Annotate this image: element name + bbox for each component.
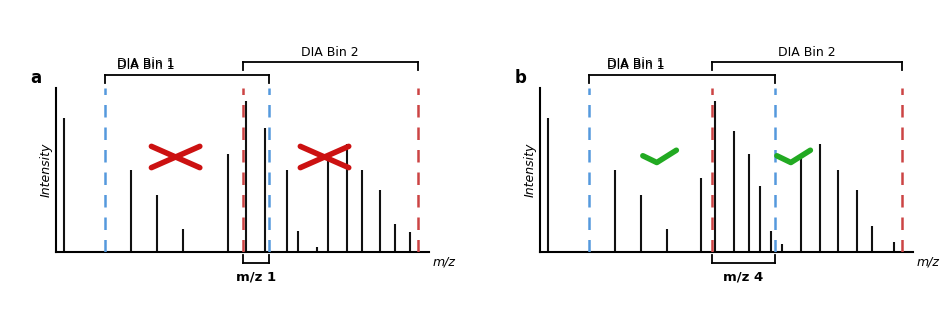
- Text: m/z 1: m/z 1: [235, 270, 276, 283]
- Text: DIA Bin 1: DIA Bin 1: [117, 59, 175, 72]
- Text: m/z: m/z: [433, 255, 455, 268]
- Text: DIA Bin 1: DIA Bin 1: [117, 57, 175, 70]
- Text: DIA Bin 2: DIA Bin 2: [778, 46, 836, 59]
- Text: b: b: [515, 69, 526, 87]
- Text: m/z: m/z: [917, 255, 939, 268]
- Text: a: a: [30, 69, 41, 87]
- Y-axis label: Intensity: Intensity: [523, 143, 536, 197]
- Text: DIA Bin 2: DIA Bin 2: [301, 46, 359, 59]
- Text: DIA Bin 1: DIA Bin 1: [607, 57, 664, 70]
- Text: DIA Bin 1: DIA Bin 1: [607, 59, 664, 72]
- Text: m/z 4: m/z 4: [724, 270, 763, 283]
- Y-axis label: Intensity: Intensity: [40, 143, 53, 197]
